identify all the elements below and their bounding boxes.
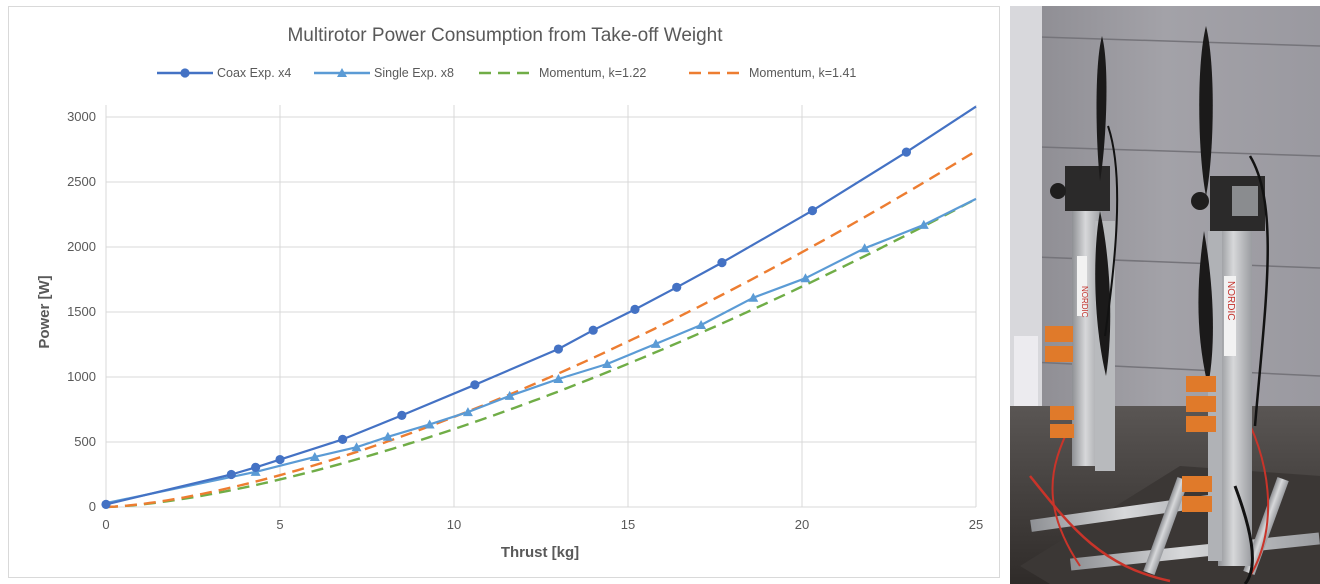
coax-data-point [588,325,598,335]
coax-data-point [251,462,261,472]
single-data-point [602,359,613,368]
single-data-point [424,419,435,429]
single-data-point [859,243,870,253]
rotor-test-stand-photo: NORDIC NORDIC [1010,6,1320,584]
single-data-point [309,451,320,461]
plot-area [101,105,977,509]
series-line-0 [105,105,977,506]
coax-data-point [338,434,348,444]
coax-data-point [101,499,111,509]
legend-label-2: Momentum, k=1.22 [539,66,646,80]
legend-triangle-marker [337,68,347,77]
x-tick-label: 5 [276,517,283,532]
single-data-point [650,338,661,348]
coax-data-point [717,258,727,268]
single-data-point [553,373,564,383]
coax-data-point [807,206,818,216]
x-tick-label: 10 [447,517,461,532]
single-data-point [382,431,393,441]
y-tick-label: 2500 [67,174,96,189]
x-tick-label: 0 [102,517,109,532]
x-tick-label: 15 [621,517,635,532]
chart-legend: Coax Exp. x4 Single Exp. x8 Momentum, k=1.… [157,66,856,80]
coax-data-point [470,380,480,390]
y-axis-ticks: 0 500 1000 1500 2000 2500 3000 [67,109,96,514]
coax-data-point [275,454,285,465]
x-tick-label: 20 [795,517,809,532]
single-data-point [462,407,473,417]
svg-text:NORDIC: NORDIC [1225,281,1236,320]
single-data-point [351,442,362,452]
series-line-1 [105,197,977,505]
x-axis-label: Thrust [kg] [501,544,579,561]
chart-panel: Multirotor Power Consumption from Take-o… [8,6,1000,578]
single-data-point [696,320,707,329]
y-tick-label: 0 [89,499,96,514]
svg-text:NORDIC: NORDIC [1080,286,1089,318]
coax-data-point [630,304,640,314]
y-tick-label: 3000 [67,109,96,124]
single-data-point [748,292,759,302]
chart-title: Multirotor Power Consumption from Take-o… [287,25,723,46]
y-tick-label: 1000 [67,369,96,384]
y-tick-label: 500 [74,434,96,449]
coaxial-rotor-test-stand-photo-icon: NORDIC NORDIC [1010,6,1320,584]
coax-data-point [901,147,912,157]
series-line-2 [105,197,977,509]
coax-data-point [226,469,236,480]
series-line-3 [105,149,977,509]
y-tick-label: 1500 [67,304,96,319]
x-tick-label: 25 [969,517,983,532]
legend-label-3: Momentum, k=1.41 [749,66,856,80]
y-axis-label: Power [W] [36,275,53,348]
y-tick-label: 2000 [67,239,96,254]
x-axis-ticks: 0 5 10 15 20 25 [102,517,983,532]
legend-label-0: Coax Exp. x4 [217,66,291,80]
chart-grid [105,105,977,508]
power-chart: Multirotor Power Consumption from Take-o… [36,25,983,561]
coax-data-point [397,410,407,420]
legend-label-1: Single Exp. x8 [374,66,454,80]
legend-circle-marker [180,68,190,78]
single-data-point [918,219,929,229]
single-data-point [800,273,811,283]
coax-data-point [672,282,682,292]
coax-data-point [553,344,564,354]
single-data-point [504,390,515,400]
